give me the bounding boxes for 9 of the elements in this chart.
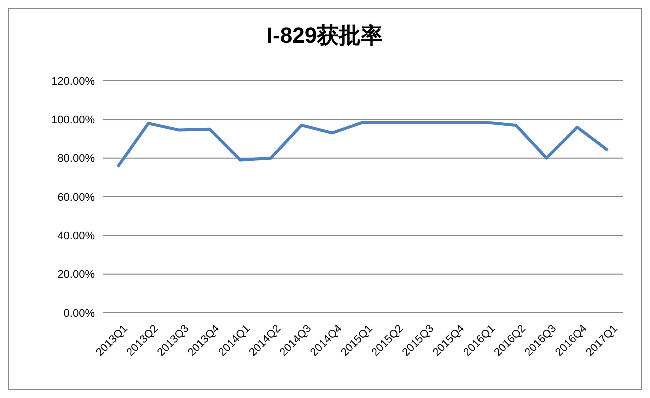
line-series — [116, 121, 610, 169]
y-tick-label: 40.00% — [58, 230, 96, 243]
y-tick-label: 80.00% — [58, 153, 96, 166]
y-tick-label: 0.00% — [64, 308, 96, 320]
y-tick-label: 120.00% — [52, 76, 96, 88]
y-tick-label: 100.00% — [52, 114, 96, 127]
chart-title: I-829获批率 — [266, 22, 384, 50]
y-tick-label: 60.00% — [58, 192, 96, 204]
y-tick-label: 20.00% — [58, 269, 96, 282]
